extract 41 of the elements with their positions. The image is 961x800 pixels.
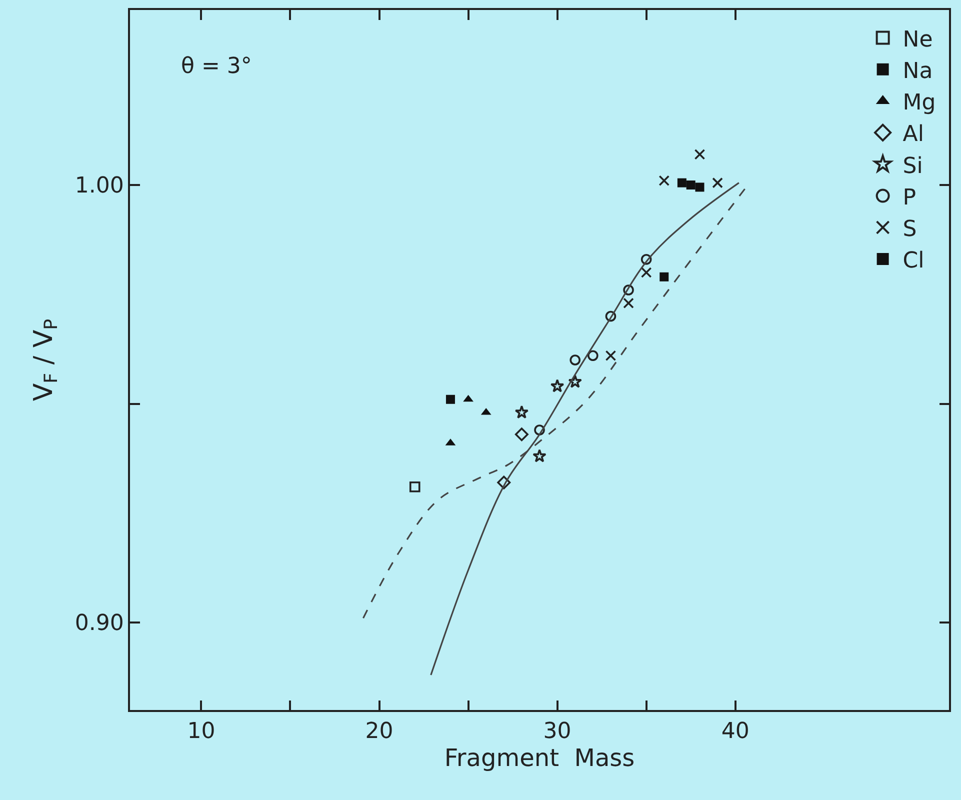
legend-label: Mg [902,90,936,116]
legend-label: Na [902,58,933,84]
x-tick-label: 10 [187,719,216,744]
point [623,298,634,309]
point [658,175,670,186]
legend-label: S [902,216,917,242]
point [677,178,686,188]
point [514,405,529,418]
x-tick-label: 40 [721,719,750,744]
point [446,394,455,404]
point [660,272,669,282]
point [686,180,696,190]
point [532,449,546,462]
point [534,424,545,436]
x-tick-label: 20 [365,719,394,744]
point [712,177,723,188]
legend-label: Si [902,154,923,179]
point [605,350,616,362]
point [463,394,474,402]
legend-label: P [902,185,916,210]
annotation: θ = 3° [181,54,252,79]
point [640,267,652,278]
point [514,428,528,442]
point [605,310,616,322]
point [623,284,634,296]
point [640,254,652,265]
point [588,350,598,362]
point [568,374,582,388]
legend-label: Al [902,122,924,148]
legend-label: Ne [902,27,933,52]
point [694,148,706,160]
point [570,354,581,366]
y-tick-label: 1.00 [74,174,124,199]
x-axis-title: Fragment Mass [444,744,635,772]
point [695,182,704,192]
y-tick-label: 0.90 [74,611,124,636]
x-tick-label: 30 [543,719,572,744]
legend-label: Cl [902,248,924,274]
point [550,379,564,392]
point [409,481,420,492]
point [497,476,511,490]
